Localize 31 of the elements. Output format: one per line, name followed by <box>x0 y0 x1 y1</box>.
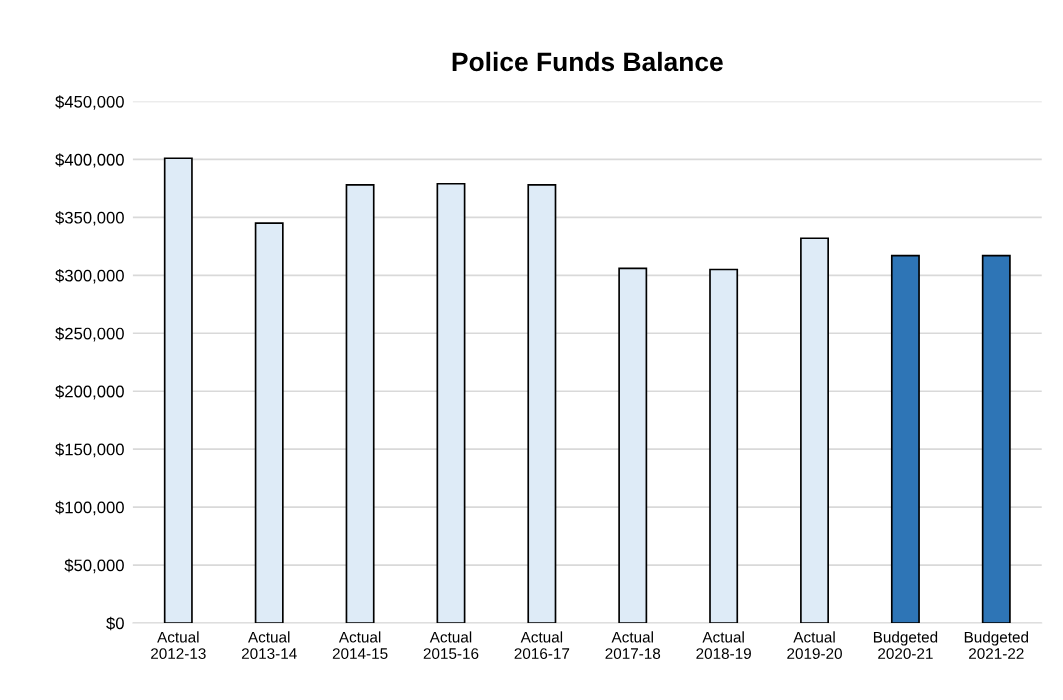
y-tick-label: $400,000 <box>55 153 124 168</box>
x-tick-label: Actual 2015-16 <box>423 631 479 660</box>
y-tick-label: $250,000 <box>55 326 124 342</box>
x-tick-label: Budgeted 2021-22 <box>964 631 1029 660</box>
y-tick-label: $100,000 <box>55 500 124 516</box>
x-tick-label: Actual 2017-18 <box>605 631 661 660</box>
x-tick-label: Budgeted 2020-21 <box>873 631 938 660</box>
x-tick-label: Actual 2014-15 <box>332 631 388 660</box>
bar <box>709 268 739 623</box>
bar <box>345 184 375 623</box>
chart-title: Police Funds Balance <box>452 51 723 72</box>
bar <box>527 184 557 623</box>
y-tick-label: $350,000 <box>55 211 124 226</box>
y-tick-label: $50,000 <box>64 558 124 574</box>
y-tick-label: $300,000 <box>55 269 124 284</box>
bar <box>800 237 829 623</box>
bar <box>618 267 648 623</box>
bar <box>254 222 284 623</box>
y-tick-label: $200,000 <box>55 384 124 400</box>
x-tick-label: Actual 2012-13 <box>151 631 206 660</box>
x-tick-label: Actual 2016-17 <box>514 631 570 660</box>
x-tick-label: Actual 2019-20 <box>787 631 842 660</box>
x-tick-label: Actual 2018-19 <box>696 631 751 660</box>
y-tick-label: $150,000 <box>55 442 124 458</box>
bar <box>981 254 1011 623</box>
bar <box>436 182 466 623</box>
bar <box>890 254 920 623</box>
y-tick-label: $450,000 <box>55 95 124 110</box>
bar <box>163 157 193 623</box>
x-tick-label: Actual 2013-14 <box>241 631 297 660</box>
y-tick-label: $0 <box>106 616 124 631</box>
